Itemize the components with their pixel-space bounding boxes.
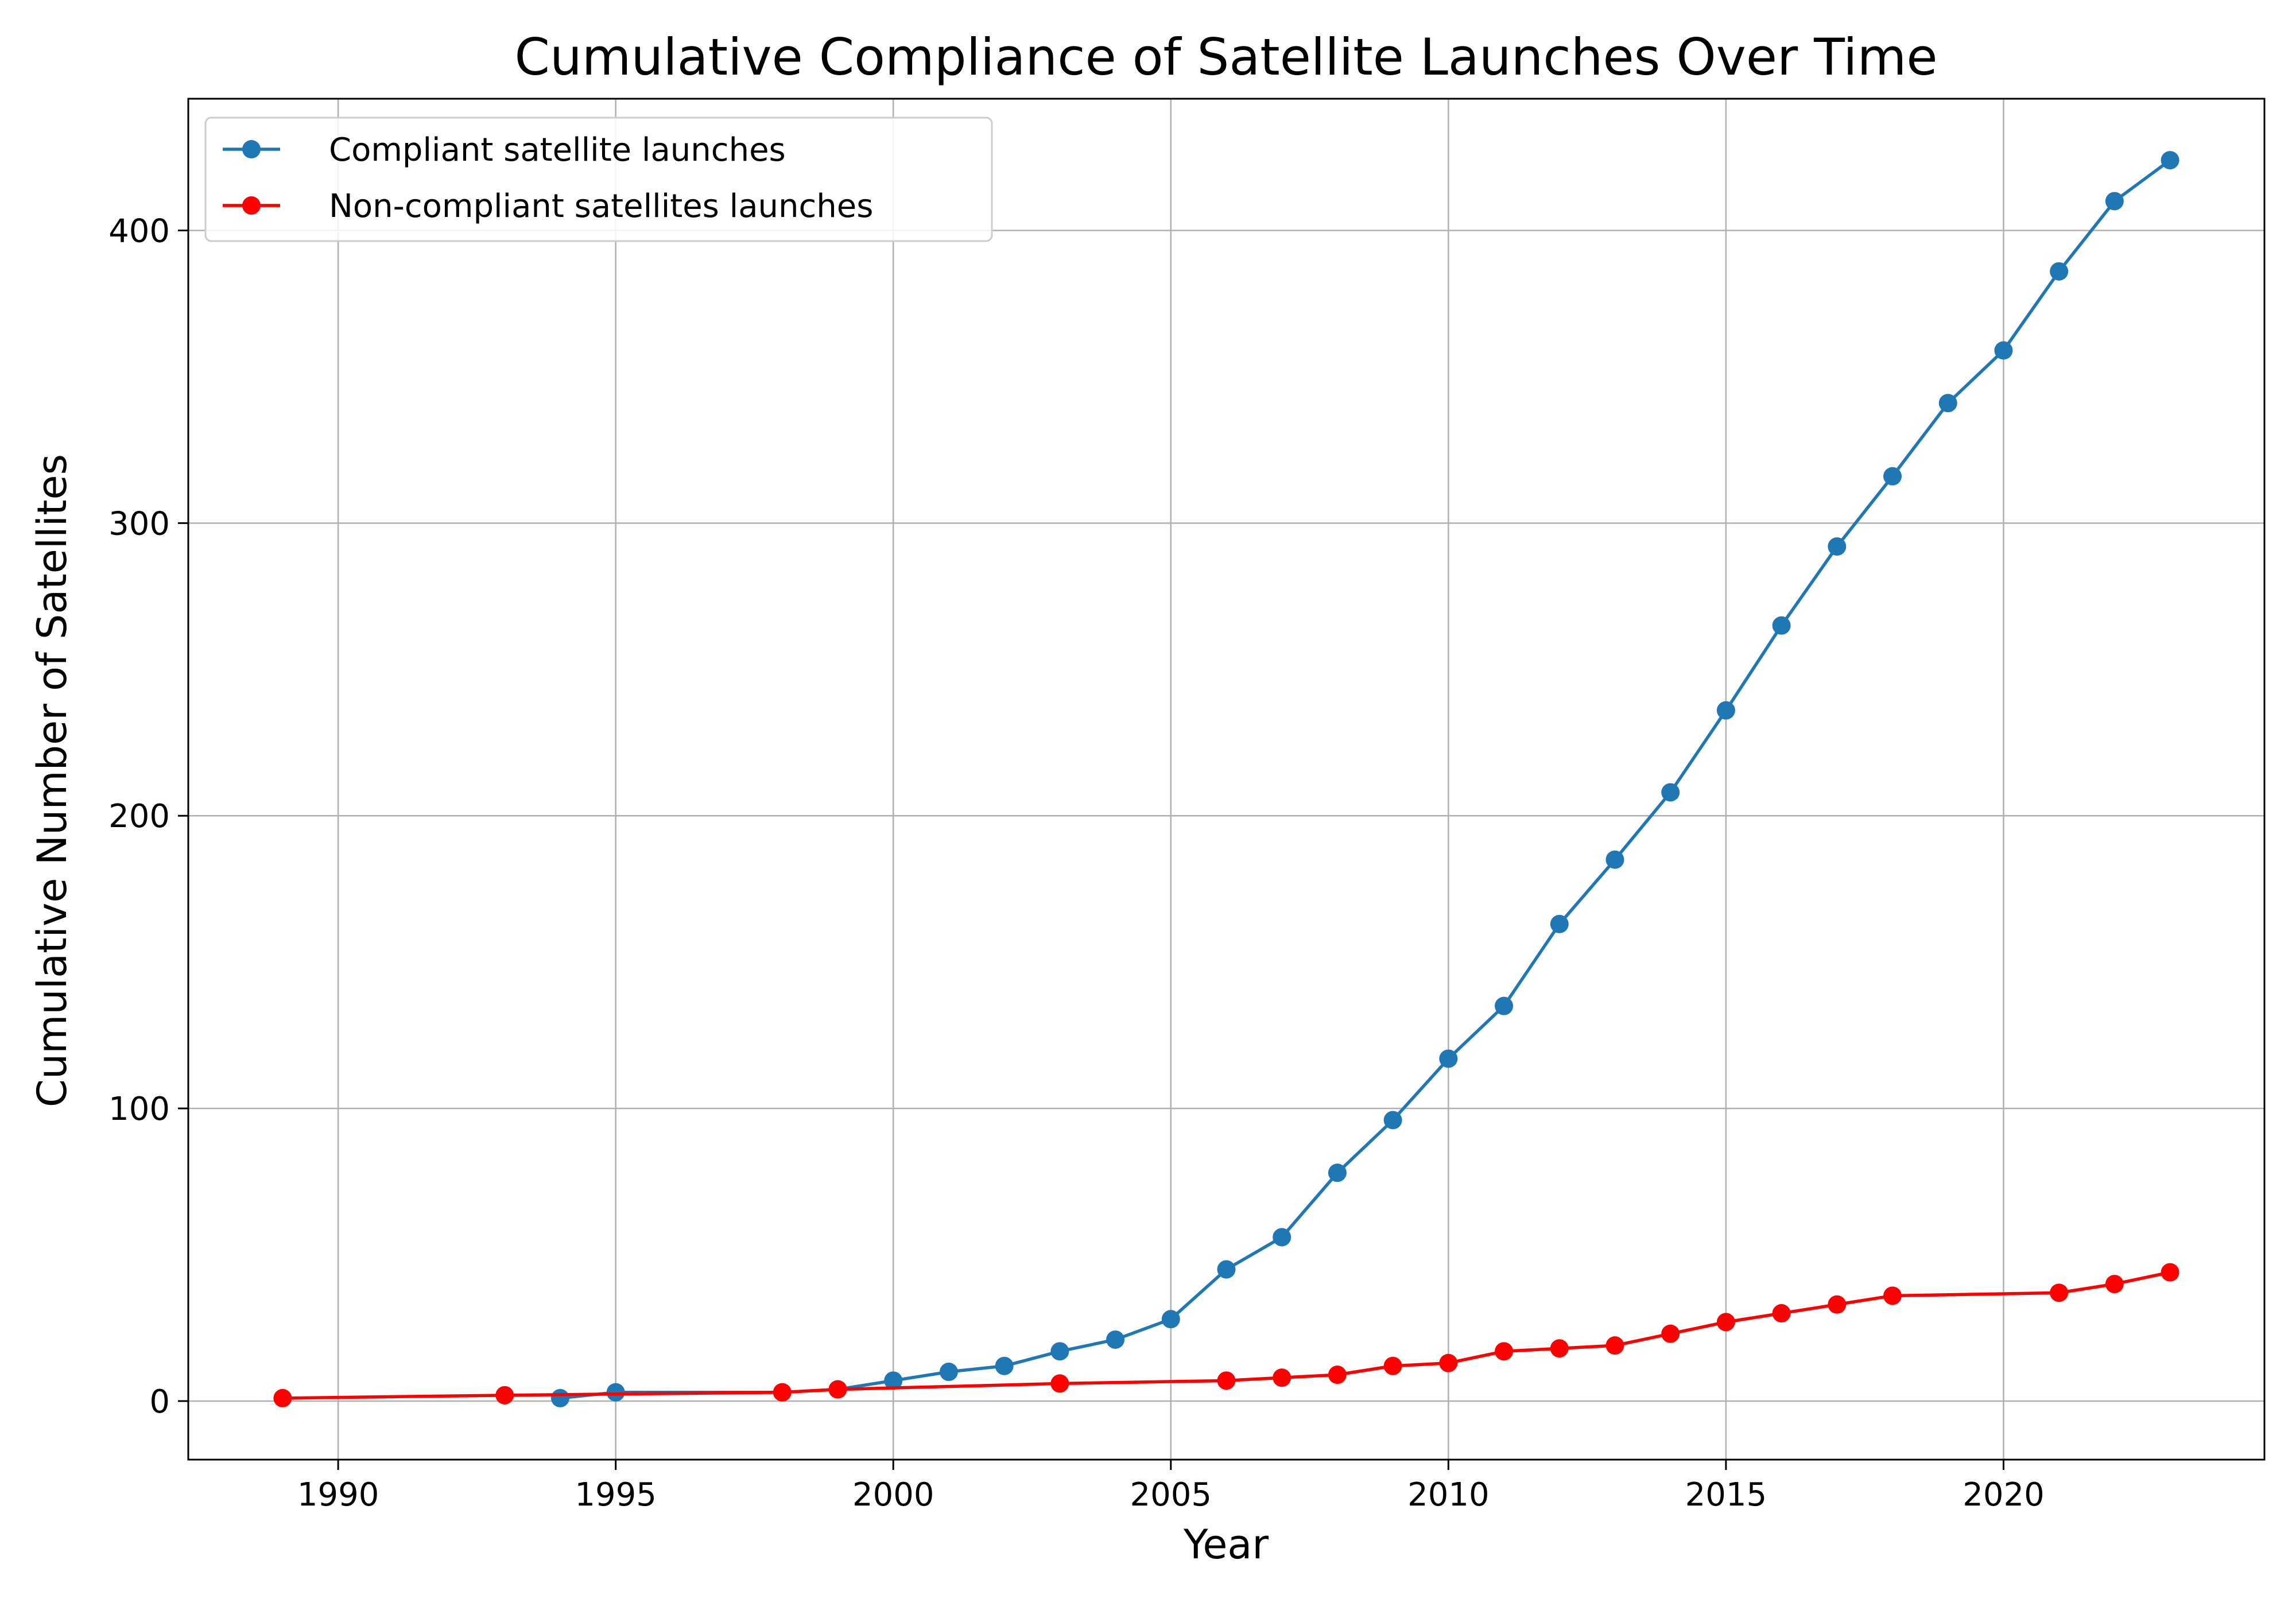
data-point bbox=[1828, 1295, 1847, 1314]
y-tick-label: 200 bbox=[108, 798, 170, 835]
legend-item: Compliant satellite launches bbox=[223, 131, 786, 169]
data-point bbox=[1439, 1049, 1458, 1068]
data-point bbox=[2161, 151, 2179, 170]
data-point bbox=[2105, 1275, 2124, 1294]
data-point bbox=[828, 1380, 847, 1399]
data-point bbox=[1217, 1371, 1236, 1390]
data-point bbox=[1605, 850, 1624, 869]
legend-item: Non-compliant satellites launches bbox=[223, 188, 873, 225]
data-point bbox=[1716, 701, 1735, 720]
data-point bbox=[1217, 1260, 1236, 1279]
data-point bbox=[1716, 1313, 1735, 1332]
data-point bbox=[1050, 1342, 1069, 1361]
y-tick-label: 0 bbox=[149, 1383, 170, 1421]
plot-area-frame bbox=[187, 98, 2266, 1461]
x-tick-label: 1995 bbox=[575, 1476, 657, 1514]
legend-marker bbox=[242, 196, 261, 215]
data-point bbox=[1161, 1310, 1180, 1329]
series-layer bbox=[273, 151, 2179, 1407]
data-point bbox=[1495, 996, 1514, 1015]
data-point bbox=[1383, 1356, 1402, 1375]
data-point bbox=[1605, 1336, 1624, 1355]
data-point bbox=[1550, 1339, 1569, 1358]
data-point bbox=[2050, 1283, 2069, 1302]
grid-lines bbox=[188, 99, 2264, 1460]
data-point bbox=[1106, 1330, 1125, 1349]
data-point bbox=[550, 1388, 569, 1407]
data-point bbox=[1828, 537, 1847, 556]
y-axis-label: Cumulative Number of Satellites bbox=[29, 454, 76, 1107]
x-tick-label: 2010 bbox=[1407, 1476, 1490, 1514]
x-tick-label: 2020 bbox=[1963, 1476, 2045, 1514]
data-point bbox=[773, 1383, 792, 1402]
y-tick-label: 400 bbox=[108, 212, 170, 250]
x-tick-label: 1990 bbox=[297, 1476, 379, 1514]
data-point bbox=[1328, 1365, 1347, 1384]
legend-marker bbox=[242, 140, 261, 158]
data-point bbox=[1938, 394, 1957, 413]
data-point bbox=[273, 1388, 292, 1407]
data-point bbox=[1550, 914, 1569, 933]
data-point bbox=[1383, 1111, 1402, 1130]
data-point bbox=[2161, 1263, 2179, 1282]
data-point bbox=[1883, 1286, 1902, 1305]
data-point bbox=[1439, 1353, 1458, 1372]
legend-label: Compliant satellite launches bbox=[329, 131, 786, 169]
data-point bbox=[1661, 783, 1680, 802]
x-tick-label: 2000 bbox=[852, 1476, 934, 1514]
legend-label: Non-compliant satellites launches bbox=[329, 188, 873, 225]
data-point bbox=[1495, 1342, 1514, 1361]
data-point bbox=[495, 1386, 514, 1405]
legend: Compliant satellite launches Non-complian… bbox=[204, 117, 993, 242]
legend-box bbox=[204, 117, 993, 242]
data-point bbox=[995, 1356, 1014, 1375]
data-point bbox=[939, 1363, 958, 1382]
data-point bbox=[1994, 341, 2013, 360]
y-tick-label: 100 bbox=[108, 1091, 170, 1128]
data-point bbox=[1273, 1368, 1292, 1387]
data-point bbox=[2105, 192, 2124, 211]
series-line bbox=[560, 158, 2171, 1400]
data-point bbox=[1883, 467, 1902, 486]
data-point bbox=[1328, 1163, 1347, 1182]
x-axis-label: Year bbox=[1183, 1521, 1269, 1568]
data-point bbox=[1772, 1304, 1791, 1323]
chart-title: Cumulative Compliance of Satellite Launc… bbox=[515, 28, 1938, 87]
axis-ticks: 1990 1995 2000 2005 2010 2015 2020 0 100 200 300 40… bbox=[108, 212, 2045, 1514]
series-non-compliant bbox=[273, 1263, 2179, 1407]
data-point bbox=[884, 1371, 903, 1390]
series-compliant bbox=[550, 151, 2179, 1407]
x-tick-label: 2005 bbox=[1130, 1476, 1212, 1514]
data-point bbox=[1050, 1374, 1069, 1393]
data-point bbox=[1273, 1228, 1292, 1247]
data-point bbox=[1772, 616, 1791, 635]
y-tick-label: 300 bbox=[108, 505, 170, 542]
x-tick-label: 2015 bbox=[1685, 1476, 1767, 1514]
data-point bbox=[2050, 262, 2069, 281]
data-point bbox=[1661, 1324, 1680, 1343]
data-point bbox=[606, 1383, 625, 1402]
